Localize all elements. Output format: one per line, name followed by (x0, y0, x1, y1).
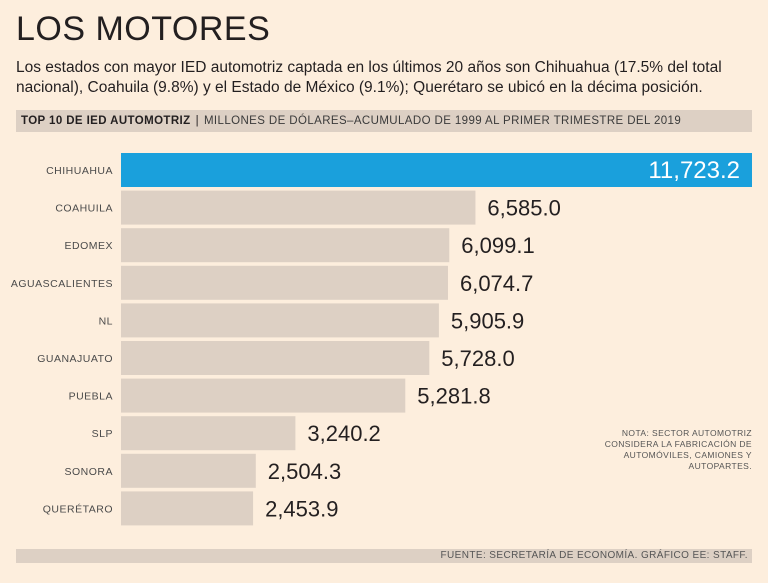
category-label: NL (99, 315, 113, 327)
chart-note: NOTA: SECTOR AUTOMOTRIZ CONSIDERA LA FAB… (604, 428, 752, 471)
category-label: SLP (92, 428, 113, 440)
bar (121, 190, 476, 225)
value-label: 6,074.7 (460, 271, 533, 296)
value-label: 2,504.3 (268, 459, 341, 484)
category-label: AGUASCALIENTES (11, 278, 113, 290)
bar (121, 228, 450, 263)
value-label: 11,723.2 (648, 157, 740, 184)
bar-chart: CHIHUAHUA 11,723.2 COAHUILA 6,585.0 EDOMEX 6,… (11, 153, 752, 526)
chart-subtitle: Los estados con mayor IED automotriz cap… (16, 59, 722, 96)
chart-title: LOS MOTORES (16, 10, 271, 48)
bar (121, 341, 430, 375)
bar (121, 378, 406, 413)
value-label: 5,728.0 (441, 346, 514, 371)
value-label: 3,240.2 (307, 421, 380, 446)
value-label: 5,905.9 (451, 308, 524, 333)
bar (121, 416, 296, 451)
category-label: EDOMEX (64, 240, 113, 252)
category-label: PUEBLA (69, 391, 113, 403)
value-label: 6,585.0 (487, 196, 560, 221)
source-footer: FUENTE: SECRETARÍA DE ECONOMÍA. GRÁFICO … (16, 549, 752, 563)
category-label: QUERÉTARO (43, 502, 113, 515)
category-label: SONORA (64, 466, 113, 478)
bar (121, 453, 256, 488)
bar (121, 303, 439, 338)
chart-header-separator: | (195, 115, 199, 127)
chart-header-band: TOP 10 DE IED AUTOMOTRIZ | MILLONES DE D… (16, 110, 752, 132)
bar (121, 153, 752, 187)
value-label: 2,453.9 (265, 496, 338, 521)
value-label: 6,099.1 (461, 233, 534, 258)
bar (121, 265, 448, 300)
value-label: 5,281.8 (417, 384, 490, 409)
source-text: FUENTE: SECRETARÍA DE ECONOMÍA. GRÁFICO … (440, 550, 748, 561)
category-label: CHIHUAHUA (46, 165, 113, 177)
category-label: COAHUILA (55, 203, 113, 215)
category-label: GUANAJUATO (37, 353, 113, 365)
chart-header-title: TOP 10 DE IED AUTOMOTRIZ (21, 115, 191, 127)
chart-header-units: MILLONES DE DÓLARES–ACUMULADO DE 1999 AL… (203, 115, 682, 127)
bar (121, 491, 254, 526)
